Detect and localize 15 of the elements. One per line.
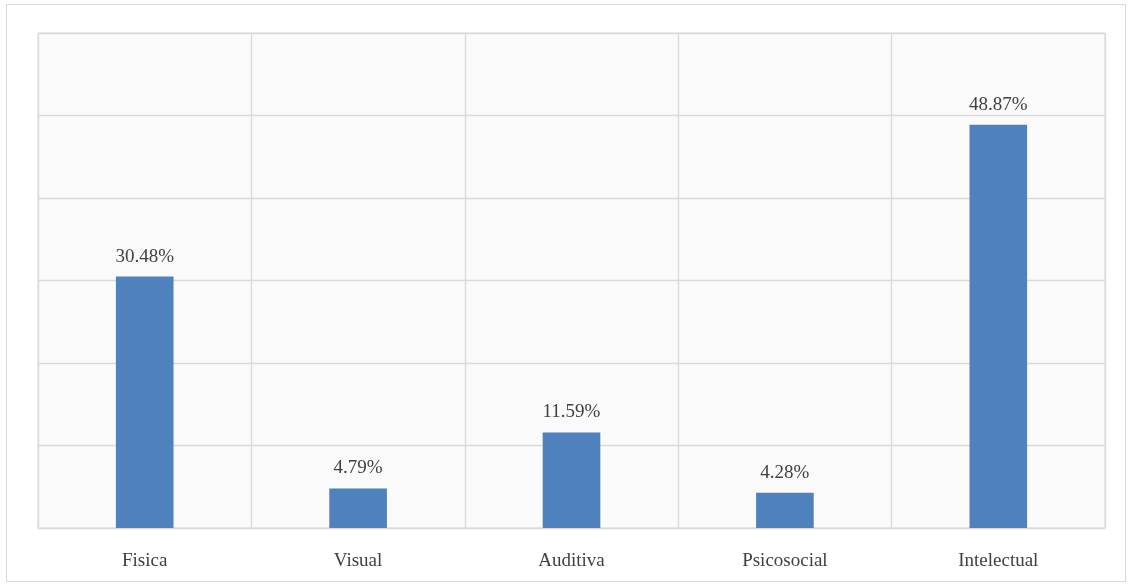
data-label: 30.48%: [115, 244, 175, 266]
x-tick-label: Psicosocial: [742, 549, 828, 570]
bar: [756, 492, 814, 528]
x-tick-label: Auditiva: [538, 549, 606, 570]
bar: [329, 488, 387, 528]
bar: [969, 124, 1028, 528]
data-label: 48.87%: [969, 92, 1028, 114]
x-tick-label: Fisica: [122, 549, 168, 570]
data-label: 4.79%: [333, 456, 383, 478]
data-label: 11.59%: [542, 400, 601, 422]
x-tick-label: Intelectual: [958, 549, 1039, 570]
x-tick-label: Visual: [333, 549, 383, 570]
bar: [115, 276, 174, 528]
bar: [542, 432, 601, 528]
data-label: 4.28%: [760, 460, 810, 482]
